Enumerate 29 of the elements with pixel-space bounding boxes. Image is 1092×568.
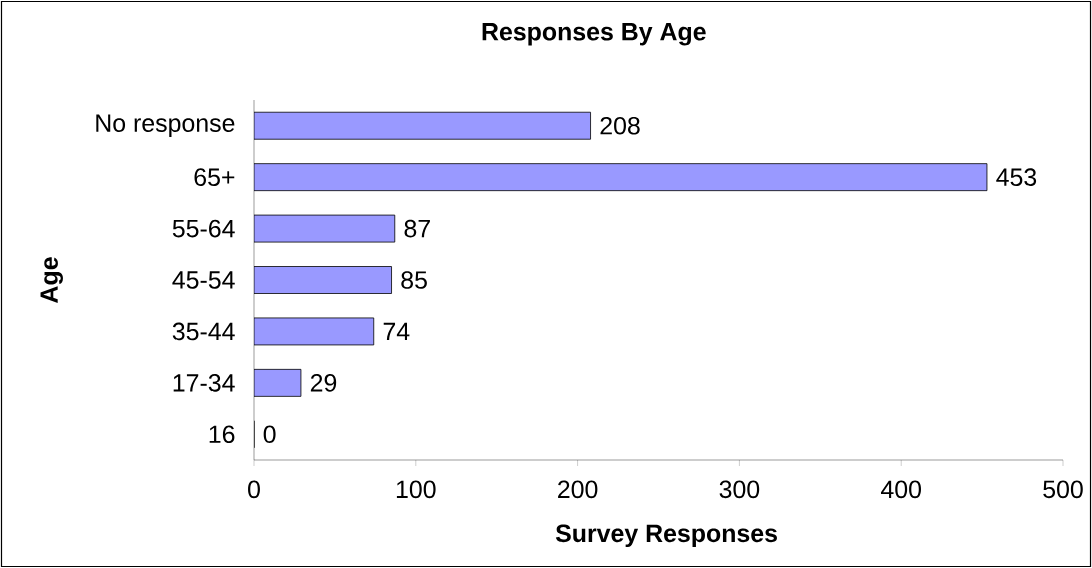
x-tick-label: 0 (248, 480, 260, 499)
y-tick-label: 65+ (194, 168, 235, 186)
data-label: 74 (383, 322, 410, 340)
bar (254, 368, 302, 397)
y-tick-label: No response (96, 114, 235, 137)
data-label: 453 (996, 168, 1037, 186)
x-tick-label: 200 (558, 480, 598, 499)
y-tick-label: 17-34 (173, 374, 235, 392)
bar (254, 317, 375, 346)
y-tick-label: 35-44 (172, 322, 235, 341)
y-tick-label: 16 (209, 425, 235, 444)
data-label: 0 (263, 425, 276, 444)
data-label: 85 (401, 271, 427, 289)
x-tick-label: 300 (719, 480, 760, 499)
chart-title: Responses By Age (482, 23, 706, 46)
x-tick-label: 500 (1043, 480, 1083, 499)
bar (254, 266, 392, 294)
bar (254, 214, 396, 243)
x-tick-label: 400 (881, 480, 921, 499)
bar (254, 163, 988, 192)
y-tick-label: 55-64 (172, 219, 235, 238)
y-tick-label: 45-54 (172, 271, 235, 289)
data-label: 87 (404, 219, 430, 238)
x-tick-label: 100 (396, 480, 436, 499)
y-axis-title: Age (40, 257, 63, 303)
bar (254, 111, 591, 140)
data-label: 29 (310, 374, 337, 392)
x-axis-title: Survey Responses (555, 524, 777, 548)
data-label: 208 (600, 116, 640, 135)
